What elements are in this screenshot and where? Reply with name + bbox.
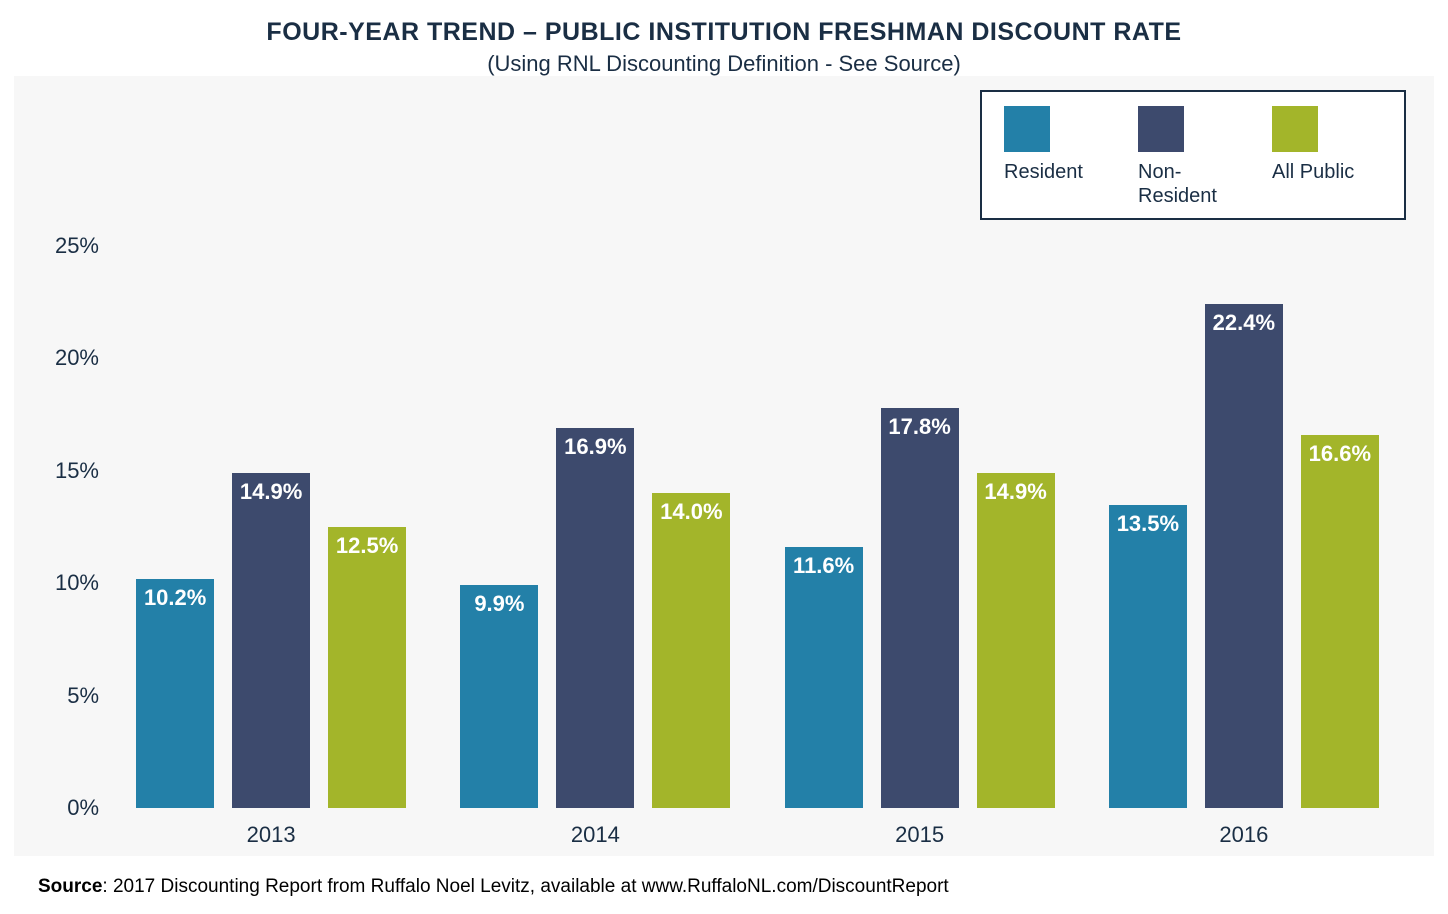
axis-area: 0%5%10%15%20%25%201310.2%14.9%12.5%20149… <box>109 246 1406 808</box>
bar-value-label: 16.6% <box>1301 441 1379 467</box>
bar: 14.0% <box>652 493 730 808</box>
bar-value-label: 14.9% <box>977 479 1055 505</box>
bar-value-label: 12.5% <box>328 533 406 559</box>
legend-swatch <box>1004 106 1050 152</box>
x-axis-tick: 2015 <box>895 822 944 848</box>
bar: 17.8% <box>881 408 959 808</box>
y-axis-tick: 5% <box>39 683 99 709</box>
bar: 22.4% <box>1205 304 1283 808</box>
bar-value-label: 14.9% <box>232 479 310 505</box>
chart-subtitle: (Using RNL Discounting Definition - See … <box>0 51 1448 77</box>
bar-value-label: 10.2% <box>136 585 214 611</box>
bar-value-label: 9.9% <box>460 591 538 617</box>
bar: 16.9% <box>556 428 634 808</box>
bar-value-label: 22.4% <box>1205 310 1283 336</box>
legend-item: Resident <box>1004 106 1114 208</box>
chart-title: FOUR-YEAR TREND – PUBLIC INSTITUTION FRE… <box>0 0 1448 47</box>
bar: 10.2% <box>136 579 214 808</box>
legend: Resident Non- Resident All Public <box>980 90 1406 220</box>
x-axis-tick: 2016 <box>1219 822 1268 848</box>
bar: 9.9% <box>460 585 538 808</box>
legend-swatch <box>1138 106 1184 152</box>
bar-value-label: 17.8% <box>881 414 959 440</box>
legend-swatch <box>1272 106 1318 152</box>
legend-label: Non- Resident <box>1138 160 1217 208</box>
x-axis-tick: 2013 <box>247 822 296 848</box>
bar-value-label: 11.6% <box>785 553 863 579</box>
y-axis-tick: 15% <box>39 458 99 484</box>
bar: 16.6% <box>1301 435 1379 808</box>
x-axis-tick: 2014 <box>571 822 620 848</box>
y-axis-tick: 0% <box>39 795 99 821</box>
legend-label: All Public <box>1272 160 1354 184</box>
source-line: Source: 2017 Discounting Report from Ruf… <box>38 876 949 898</box>
legend-item: Non- Resident <box>1138 106 1248 208</box>
source-text: : 2017 Discounting Report from Ruffalo N… <box>102 876 948 897</box>
y-axis-tick: 10% <box>39 570 99 596</box>
bar: 13.5% <box>1109 505 1187 808</box>
bar: 11.6% <box>785 547 863 808</box>
legend-label: Resident <box>1004 160 1083 184</box>
bar: 14.9% <box>232 473 310 808</box>
legend-item: All Public <box>1272 106 1382 208</box>
bar-value-label: 16.9% <box>556 434 634 460</box>
bar-value-label: 13.5% <box>1109 511 1187 537</box>
y-axis-tick: 20% <box>39 345 99 371</box>
bar: 12.5% <box>328 527 406 808</box>
bar-value-label: 14.0% <box>652 499 730 525</box>
source-prefix: Source <box>38 876 102 897</box>
bar: 14.9% <box>977 473 1055 808</box>
y-axis-tick: 25% <box>39 233 99 259</box>
